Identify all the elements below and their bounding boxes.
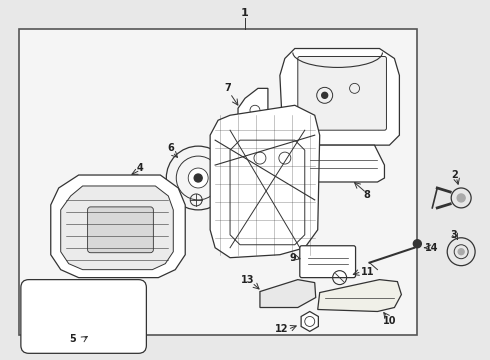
Circle shape <box>322 92 328 98</box>
Polygon shape <box>248 147 268 163</box>
Circle shape <box>457 194 465 202</box>
Text: 8: 8 <box>363 190 370 200</box>
Text: 6: 6 <box>167 143 173 153</box>
Text: 5: 5 <box>69 334 76 345</box>
FancyBboxPatch shape <box>88 207 153 253</box>
Polygon shape <box>51 175 185 278</box>
Polygon shape <box>238 88 268 155</box>
Polygon shape <box>260 280 316 307</box>
Text: 14: 14 <box>424 243 438 253</box>
FancyBboxPatch shape <box>21 280 147 353</box>
Text: 4: 4 <box>137 163 144 173</box>
Text: 10: 10 <box>383 316 396 327</box>
Text: 7: 7 <box>225 84 231 93</box>
Text: 3: 3 <box>451 230 458 240</box>
Circle shape <box>188 168 208 188</box>
Text: 1: 1 <box>241 8 249 18</box>
Polygon shape <box>280 49 399 145</box>
Polygon shape <box>318 280 401 311</box>
Text: 12: 12 <box>275 324 289 334</box>
Text: 11: 11 <box>361 267 374 276</box>
Bar <box>19 28 417 336</box>
Circle shape <box>414 240 421 248</box>
FancyBboxPatch shape <box>300 246 356 278</box>
Polygon shape <box>61 186 173 270</box>
Text: 13: 13 <box>241 275 255 285</box>
Circle shape <box>194 174 202 182</box>
Text: 2: 2 <box>451 170 458 180</box>
FancyBboxPatch shape <box>298 57 387 130</box>
Text: 9: 9 <box>290 253 296 263</box>
Polygon shape <box>210 105 319 258</box>
Circle shape <box>458 249 464 255</box>
Polygon shape <box>302 145 385 182</box>
